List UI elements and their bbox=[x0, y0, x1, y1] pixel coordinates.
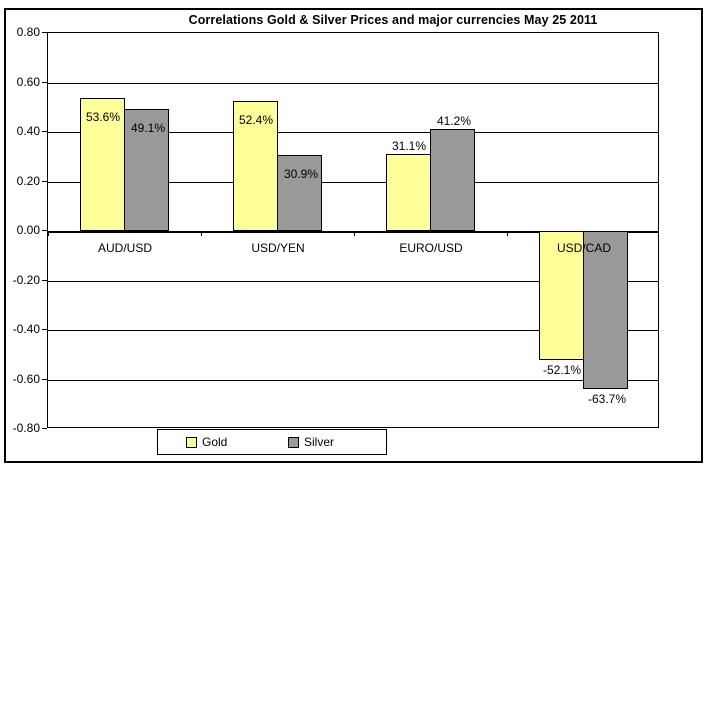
category-label: AUD/USD bbox=[97, 241, 152, 255]
category-axis-tick bbox=[658, 231, 659, 236]
category-label: USD/YEN bbox=[251, 241, 305, 255]
category-axis-tick bbox=[507, 231, 508, 236]
y-axis-tick-label: 0.80 bbox=[16, 25, 40, 39]
y-axis-tick bbox=[42, 428, 47, 429]
legend-label-silver: Silver bbox=[304, 435, 335, 449]
value-label: 52.4% bbox=[238, 113, 274, 127]
legend: Gold Silver bbox=[157, 429, 387, 455]
y-axis-tick bbox=[42, 280, 47, 281]
gridline bbox=[48, 83, 658, 84]
bar-gold bbox=[386, 154, 431, 231]
gridline bbox=[48, 330, 658, 331]
category-axis-tick bbox=[48, 231, 49, 236]
value-label: 31.1% bbox=[391, 139, 427, 153]
y-axis-tick-label: -0.40 bbox=[12, 322, 40, 336]
value-label: 30.9% bbox=[283, 167, 319, 181]
y-axis-tick bbox=[42, 82, 47, 83]
legend-item-silver: Silver bbox=[288, 436, 334, 449]
bar-gold bbox=[233, 101, 278, 231]
chart-container: Correlations Gold & Silver Prices and ma… bbox=[4, 8, 703, 463]
value-label: 53.6% bbox=[85, 110, 121, 124]
gridline bbox=[48, 281, 658, 282]
value-label: -52.1% bbox=[542, 363, 582, 377]
gridline bbox=[48, 132, 658, 133]
value-label: -63.7% bbox=[587, 392, 627, 406]
gold-swatch-icon bbox=[186, 437, 197, 448]
y-axis-tick-label: -0.60 bbox=[12, 372, 40, 386]
y-axis-tick-label: -0.20 bbox=[12, 273, 40, 287]
y-axis-tick-label: 0.60 bbox=[16, 75, 40, 89]
category-label: EURO/USD bbox=[399, 241, 463, 255]
category-label: USD/CAD bbox=[556, 241, 611, 255]
y-axis-tick bbox=[42, 379, 47, 380]
value-label: 41.2% bbox=[436, 114, 472, 128]
bar-silver bbox=[277, 155, 322, 231]
value-label: 49.1% bbox=[130, 121, 166, 135]
gridline bbox=[48, 380, 658, 381]
zero-axis-line bbox=[48, 231, 658, 233]
category-axis-tick bbox=[354, 231, 355, 236]
bar-silver bbox=[583, 231, 628, 389]
chart-title: Correlations Gold & Silver Prices and ma… bbox=[188, 13, 598, 27]
y-axis-tick bbox=[42, 329, 47, 330]
silver-swatch-icon bbox=[288, 437, 299, 448]
y-axis-tick bbox=[42, 181, 47, 182]
y-axis-tick-label: 0.20 bbox=[16, 174, 40, 188]
gridline bbox=[48, 182, 658, 183]
legend-label-gold: Gold bbox=[202, 435, 228, 449]
bar-silver bbox=[430, 129, 475, 231]
category-axis-tick bbox=[201, 231, 202, 236]
y-axis-tick bbox=[42, 230, 47, 231]
y-axis-tick-label: -0.80 bbox=[12, 421, 40, 435]
y-axis-tick-label: 0.00 bbox=[16, 223, 40, 237]
legend-item-gold: Gold bbox=[186, 436, 227, 449]
bar-gold bbox=[539, 231, 584, 360]
y-axis-tick-label: 0.40 bbox=[16, 124, 40, 138]
y-axis-tick bbox=[42, 32, 47, 33]
bar-silver bbox=[124, 109, 169, 231]
y-axis-tick bbox=[42, 131, 47, 132]
plot-area: 53.6% 49.1% AUD/USD 52.4% 30.9% USD/YEN 31.1% 4… bbox=[47, 32, 659, 428]
